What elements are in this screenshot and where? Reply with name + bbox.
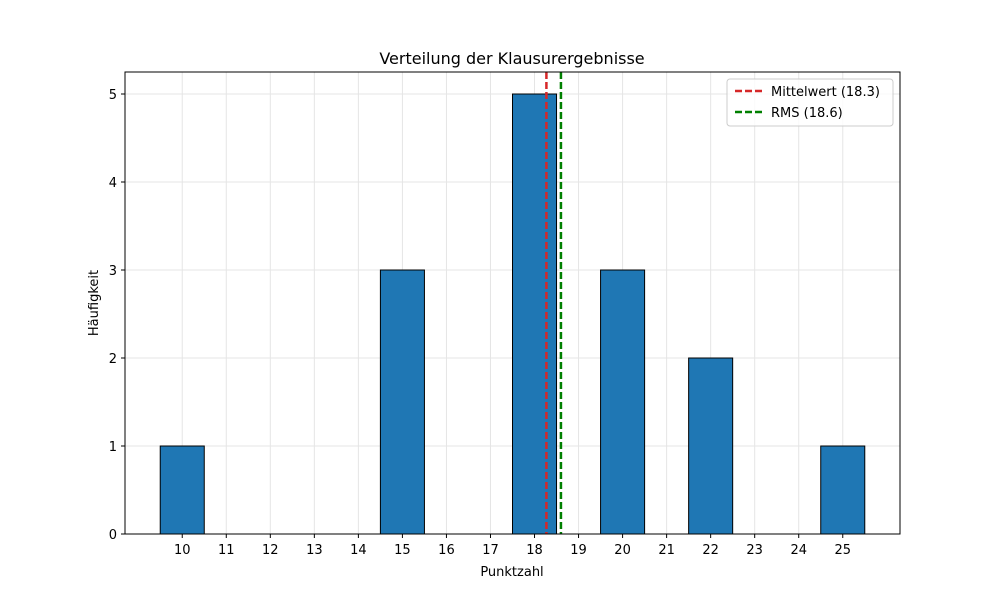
y-tick-label: 0 <box>109 528 117 543</box>
x-tick-label: 12 <box>262 543 279 558</box>
legend: Mittelwert (18.3) RMS (18.6) <box>726 78 894 127</box>
legend-box <box>726 78 894 127</box>
x-tick-label: 15 <box>394 543 411 558</box>
x-ticks: 10 11 12 13 14 15 16 17 18 19 20 21 22 23 24 25 <box>174 534 851 558</box>
bar-25 <box>820 445 866 535</box>
legend-label-rms: RMS (18.6) <box>771 106 843 121</box>
x-tick-label: 21 <box>658 543 675 558</box>
bar-18 <box>512 93 558 535</box>
x-tick-label: 24 <box>790 543 807 558</box>
x-tick-label: 17 <box>482 543 499 558</box>
x-tick-label: 13 <box>306 543 323 558</box>
bar-22 <box>688 357 734 535</box>
y-axis-label: Häufigkeit <box>87 270 102 336</box>
x-tick-label: 23 <box>746 543 763 558</box>
bar-20 <box>600 269 646 535</box>
chart-title: Verteilung der Klausurergebnisse <box>379 49 644 68</box>
x-axis-label: Punktzahl <box>480 565 543 580</box>
x-tick-label: 19 <box>570 543 587 558</box>
legend-label-mean: Mittelwert (18.3) <box>771 85 880 100</box>
x-tick-label: 20 <box>614 543 631 558</box>
y-tick-label: 3 <box>109 264 117 279</box>
x-tick-label: 25 <box>834 543 851 558</box>
bar-10 <box>159 445 205 535</box>
y-tick-label: 4 <box>109 176 117 191</box>
x-tick-label: 14 <box>350 543 367 558</box>
y-tick-label: 1 <box>109 440 117 455</box>
y-tick-label: 5 <box>109 88 117 103</box>
x-tick-label: 11 <box>218 543 235 558</box>
reference-lines-layer <box>545 72 563 534</box>
plot-frame <box>124 71 901 535</box>
x-tick-label: 16 <box>438 543 455 558</box>
bars-layer <box>159 93 866 535</box>
y-tick-label: 2 <box>109 352 117 367</box>
x-tick-label: 10 <box>174 543 191 558</box>
x-tick-label: 22 <box>702 543 719 558</box>
x-tick-label: 18 <box>526 543 543 558</box>
bar-15 <box>379 269 425 535</box>
y-ticks: 0 1 2 3 4 5 <box>109 88 125 543</box>
